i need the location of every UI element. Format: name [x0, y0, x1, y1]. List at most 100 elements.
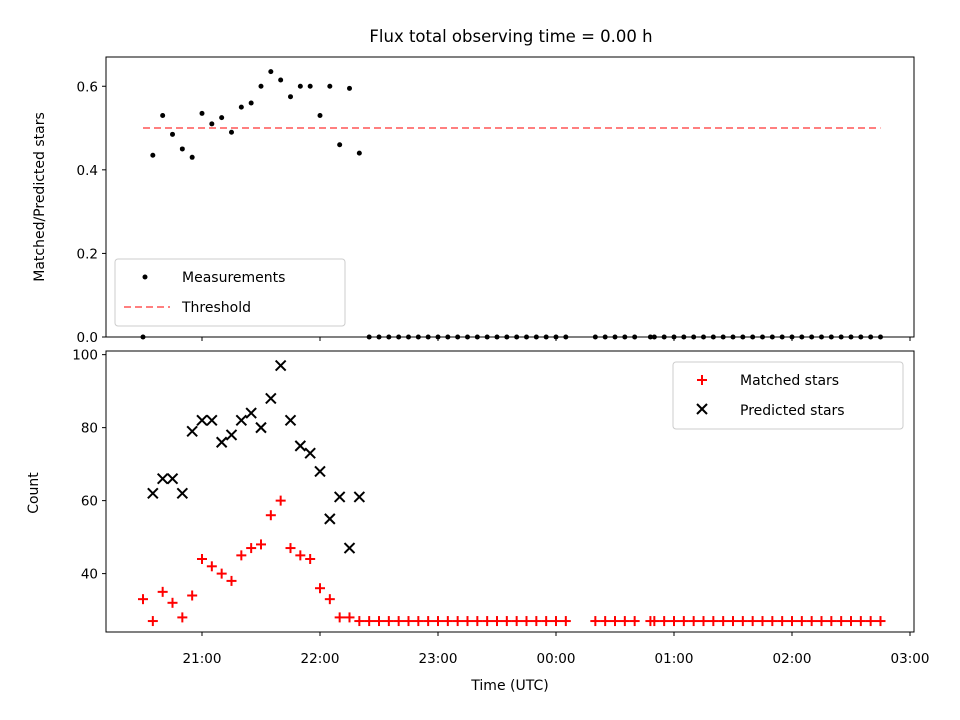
measurement-point	[288, 94, 293, 100]
measurement-point	[317, 113, 323, 119]
matched-point	[796, 616, 807, 627]
y-tick-label: 100	[72, 348, 98, 364]
matched-point	[265, 510, 276, 521]
matched-point	[482, 616, 493, 627]
measurement-point	[150, 152, 156, 158]
measurement-point	[219, 115, 225, 121]
predicted-point	[186, 425, 198, 437]
measurement-point	[337, 142, 343, 148]
predicted-point	[343, 542, 356, 554]
matched-point	[442, 616, 453, 627]
matched-point	[138, 594, 148, 605]
matched-point	[187, 590, 198, 601]
predicted-point	[166, 473, 179, 485]
matched-point	[275, 495, 286, 506]
measurement-point	[179, 146, 185, 152]
matched-point	[747, 616, 758, 627]
y-tick-label: 0.6	[77, 79, 98, 95]
matched-point	[383, 616, 394, 627]
matched-point	[157, 586, 168, 597]
matched-point	[875, 616, 886, 627]
matched-point	[374, 616, 384, 627]
matched-point	[206, 561, 217, 572]
matched-point	[590, 616, 601, 627]
x-tick-label: 02:00	[773, 651, 812, 667]
measurement-point	[248, 100, 254, 106]
matched-point	[403, 616, 414, 627]
measurement-point	[189, 154, 195, 160]
matched-point	[364, 616, 375, 627]
matched-point	[501, 616, 512, 627]
bottom-legend-box	[672, 361, 904, 430]
matched-point	[669, 616, 679, 627]
measurement-point	[209, 121, 215, 127]
top-panel: Flux total observing time = 0.00 h Match…	[32, 27, 915, 346]
matched-point	[167, 597, 178, 608]
matched-point	[659, 616, 670, 627]
measurement-point	[278, 77, 284, 83]
matched-point	[305, 554, 316, 565]
matched-point	[511, 616, 522, 627]
bottom-panel-plot-area	[138, 359, 886, 627]
top-panel-legend: Measurements Threshold	[114, 258, 346, 327]
matched-point	[708, 616, 719, 627]
matched-point	[344, 612, 355, 623]
matched-point	[865, 616, 876, 627]
matched-point	[492, 616, 502, 627]
matched-point	[393, 616, 404, 627]
bottom-panel-x-axis-label: Time (UTC)	[470, 678, 548, 694]
x-tick-label: 22:00	[301, 651, 340, 667]
bottom-panel-y-ticks: 40 60 80 100	[72, 348, 106, 583]
y-tick-label: 60	[81, 494, 98, 510]
x-tick-label: 00:00	[537, 651, 576, 667]
bottom-panel-y-axis-label: Count	[26, 472, 42, 514]
matched-point	[698, 616, 709, 627]
matched-point	[787, 616, 797, 627]
x-tick-label: 23:00	[419, 651, 458, 667]
matched-point	[177, 612, 188, 623]
top-panel-title: Flux total observing time = 0.00 h	[369, 27, 652, 46]
matched-point	[551, 616, 561, 627]
matched-point	[728, 616, 738, 627]
matched-point	[718, 616, 729, 627]
matched-point	[246, 543, 257, 554]
matched-point	[688, 616, 699, 627]
measurement-point	[347, 85, 352, 91]
matched-point	[826, 616, 837, 627]
matched-point	[334, 612, 345, 623]
matched-point	[600, 616, 611, 627]
measurement-point	[238, 104, 244, 110]
predicted-point	[176, 487, 189, 500]
predicted-point	[196, 414, 208, 427]
matched-point	[521, 616, 532, 627]
bottom-panel-x-ticks: 21:00 22:00 23:00 00:00 01:00 02:00 03:00	[183, 632, 929, 667]
legend-matched-label: Matched stars	[740, 373, 839, 389]
matched-point	[855, 616, 866, 627]
predicted-point	[225, 429, 238, 441]
measurement-point	[229, 129, 234, 135]
y-tick-label: 0.0	[77, 330, 98, 346]
top-panel-y-axis-label: Matched/Predicted stars	[32, 112, 48, 282]
matched-point	[836, 616, 847, 627]
matched-point	[147, 616, 158, 627]
predicted-point	[235, 414, 248, 427]
predicted-point	[245, 407, 257, 419]
legend-predicted-label: Predicted stars	[740, 403, 845, 419]
measurement-point	[356, 150, 362, 156]
y-tick-label: 0.2	[77, 246, 98, 262]
bottom-panel-frame	[105, 350, 915, 633]
matched-point	[816, 616, 827, 627]
predicted-point	[324, 513, 336, 525]
matched-point	[472, 616, 483, 627]
measurement-point	[327, 83, 333, 89]
matched-point	[226, 575, 237, 586]
matched-point	[757, 616, 768, 627]
legend-measurements-label: Measurements	[182, 270, 285, 286]
matched-point	[324, 594, 335, 605]
predicted-point	[265, 392, 277, 405]
matched-point	[737, 616, 748, 627]
predicted-point	[284, 414, 297, 427]
matched-point	[777, 616, 788, 627]
matched-point	[531, 616, 542, 627]
matched-point	[285, 543, 296, 554]
